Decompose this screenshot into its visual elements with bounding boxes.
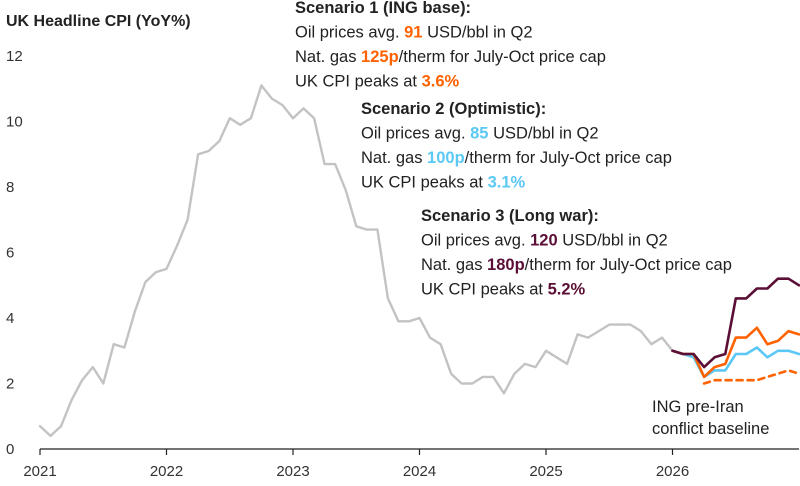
annotation-value: 85 — [470, 125, 488, 143]
annotation-value: 120 — [530, 232, 558, 250]
x-tick-label: 2026 — [656, 463, 689, 480]
x-tick-label: 2024 — [403, 463, 436, 480]
annotation-text: Oil prices avg. — [361, 125, 470, 143]
annotation-value: 91 — [404, 24, 422, 42]
annotation-text: USD/bbl in Q2 — [422, 24, 532, 42]
x-tick-label: 2025 — [529, 463, 562, 480]
series-line-2 — [671, 346, 800, 379]
annotation-text: UK CPI peaks at — [295, 73, 422, 91]
y-tick-label: 8 — [6, 179, 14, 196]
annotation-text: /therm for July-Oct price cap — [525, 256, 732, 274]
annotation-value: 125p — [361, 48, 399, 66]
y-tick-label: 2 — [6, 376, 14, 393]
annotation-value: 3.6% — [422, 73, 460, 91]
y-tick-label: 6 — [6, 245, 14, 262]
annotation-text: USD/bbl in Q2 — [488, 125, 598, 143]
annotation-scenario-3: Scenario 3 (Long war): Oil prices avg. 12… — [421, 207, 732, 299]
annotation-text: Nat. gas — [295, 48, 361, 66]
y-axis-ticks: 0 2 4 6 8 10 12 — [6, 48, 23, 458]
annotation-text: UK CPI peaks at — [421, 281, 548, 299]
annotations-layer: Scenario 1 (ING base): Oil prices avg. 91… — [295, 0, 769, 438]
annotation-value: 3.1% — [488, 174, 526, 192]
series-line-4 — [702, 369, 800, 385]
annotation-text: UK CPI peaks at — [361, 174, 488, 192]
baseline-label: ING pre-Iran conflict baseline — [652, 398, 769, 438]
annotation-line: Oil prices avg. 91 USD/bbl in Q2 — [295, 24, 533, 42]
annotation-line: Nat. gas 100p/therm for July-Oct price c… — [361, 149, 672, 167]
annotation-line: Nat. gas 180p/therm for July-Oct price c… — [421, 256, 732, 274]
y-tick-label: 10 — [6, 114, 23, 131]
series-layer — [38, 84, 800, 438]
series-line-3 — [671, 277, 800, 369]
annotation-line: Oil prices avg. 85 USD/bbl in Q2 — [361, 125, 599, 143]
baseline-label-line: conflict baseline — [652, 420, 769, 438]
annotation-text: Nat. gas — [361, 149, 427, 167]
y-tick-label: 4 — [6, 310, 14, 327]
baseline-label-line: ING pre-Iran — [652, 398, 744, 416]
annotation-line: Oil prices avg. 120 USD/bbl in Q2 — [421, 232, 668, 250]
series-line-1 — [671, 326, 800, 379]
annotation-line: UK CPI peaks at 5.2% — [421, 281, 585, 299]
annotation-text: /therm for July-Oct price cap — [399, 48, 606, 66]
chart-title: UK Headline CPI (YoY%) — [6, 13, 191, 30]
annotation-value: 180p — [487, 256, 525, 274]
x-tick-label: 2021 — [23, 463, 56, 480]
y-tick-label: 12 — [6, 48, 23, 65]
annotation-line: UK CPI peaks at 3.1% — [361, 174, 525, 192]
annotation-heading: Scenario 3 (Long war): — [421, 207, 599, 225]
annotation-text: Nat. gas — [421, 256, 487, 274]
annotation-text: Oil prices avg. — [421, 232, 530, 250]
annotation-line: Nat. gas 125p/therm for July-Oct price c… — [295, 48, 606, 66]
annotation-line: UK CPI peaks at 3.6% — [295, 73, 459, 91]
annotation-scenario-1: Scenario 1 (ING base): Oil prices avg. 91… — [295, 0, 606, 91]
annotation-heading: Scenario 1 (ING base): — [295, 0, 471, 17]
annotation-value: 100p — [427, 149, 465, 167]
x-tick-label: 2023 — [276, 463, 309, 480]
series-line-0 — [38, 84, 674, 438]
annotation-text: Oil prices avg. — [295, 24, 404, 42]
annotation-scenario-2: Scenario 2 (Optimistic): Oil prices avg. … — [361, 100, 672, 192]
y-tick-label: 0 — [6, 441, 14, 458]
x-axis: 2021 2022 2023 2024 2025 2026 — [23, 448, 799, 480]
annotation-text: USD/bbl in Q2 — [558, 232, 668, 250]
x-tick-label: 2022 — [150, 463, 183, 480]
annotation-value: 5.2% — [548, 281, 586, 299]
annotation-text: /therm for July-Oct price cap — [465, 149, 672, 167]
annotation-heading: Scenario 2 (Optimistic): — [361, 100, 546, 118]
